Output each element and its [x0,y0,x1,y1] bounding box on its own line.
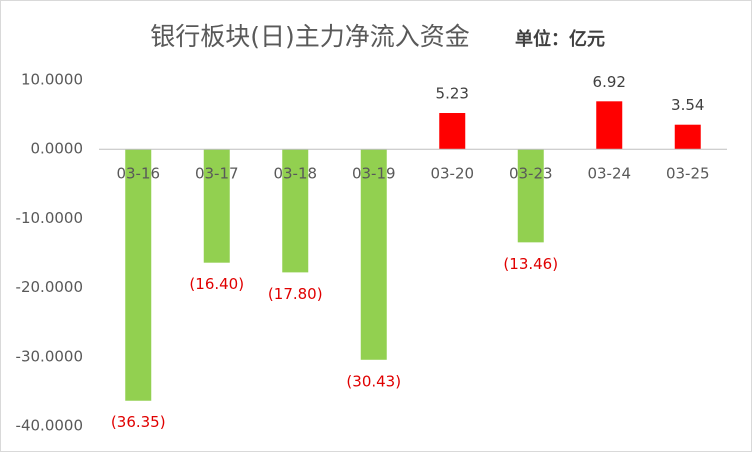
y-tick-label: 10.0000 [21,71,83,89]
x-tick-label: 03-19 [352,165,396,183]
y-tick-label: 0.0000 [31,140,84,158]
data-label: (17.80) [268,285,323,303]
y-tick-label: -20.0000 [16,278,83,296]
bar [125,149,152,401]
x-tick-label: 03-17 [195,165,239,183]
chart-subtitle: 单位：亿元 [515,28,605,50]
x-tick-label: 03-23 [509,165,553,183]
data-label: (16.40) [189,275,244,293]
y-tick-label: -40.0000 [16,417,83,435]
x-tick-label: 03-24 [587,165,631,183]
data-label: (30.43) [346,372,401,390]
data-label: (13.46) [503,255,558,273]
data-label: 6.92 [593,73,626,91]
y-tick-label: -30.0000 [16,347,83,365]
chart-title: 银行板块(日)主力净流入资金 [150,22,470,51]
x-tick-label: 03-25 [666,165,710,183]
data-label: (36.35) [111,413,166,431]
x-tick-label: 03-18 [273,165,317,183]
bar [517,149,544,243]
x-tick-label: 03-20 [430,165,474,183]
bar [439,113,466,150]
bar [596,101,623,150]
bar [282,149,309,273]
x-tick-label: 03-16 [116,165,160,183]
data-label: 5.23 [436,85,469,103]
bar [360,149,387,360]
data-label: 3.54 [671,96,704,114]
bar [203,149,230,263]
y-tick-label: -10.0000 [16,209,83,227]
bar [674,124,701,150]
